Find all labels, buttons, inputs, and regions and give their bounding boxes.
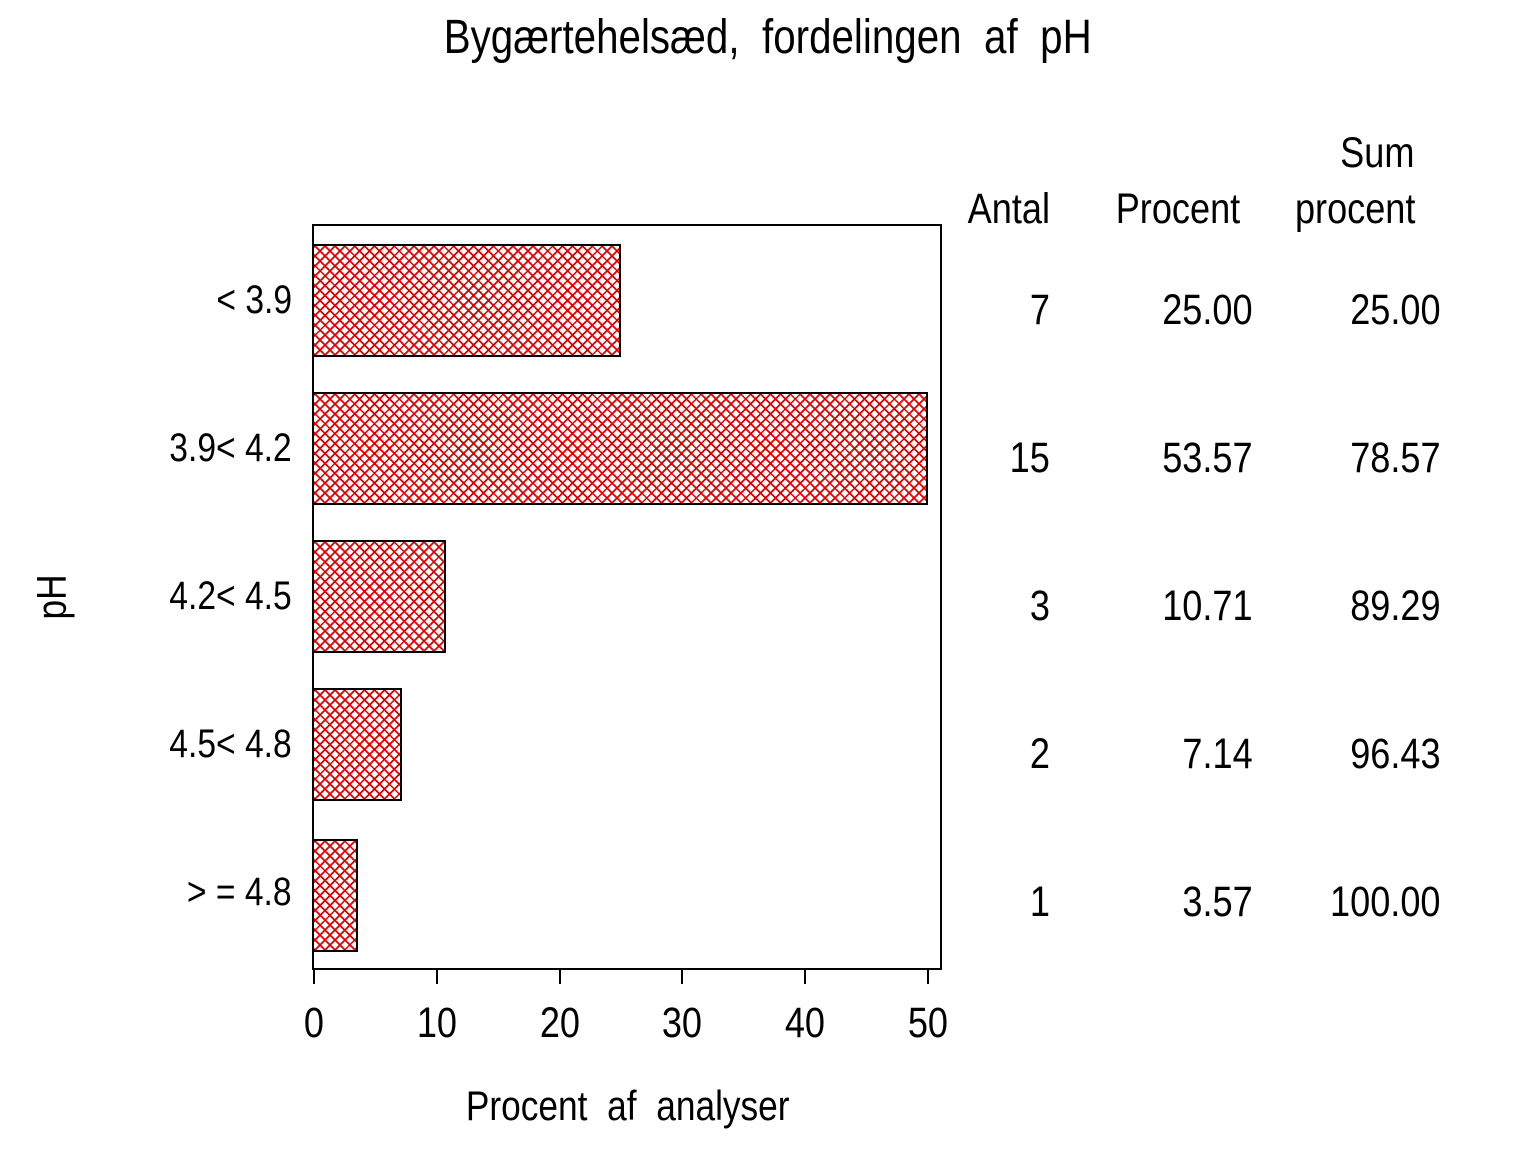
x-tick-30	[681, 969, 683, 984]
antal-value-3: 3	[1029, 582, 1050, 630]
procent-value-4: 7.14	[1182, 730, 1253, 778]
x-tick-label-10: 10	[416, 999, 458, 1047]
chart-title-text: Bygærtehelsæd, fordelingen af pH	[444, 11, 1092, 64]
x-tick-10	[436, 969, 438, 984]
chart-title: Bygærtehelsæd, fordelingen af pH	[0, 12, 1536, 64]
antal-value-2: 15	[1009, 434, 1050, 482]
category-label-5: > = 4.8	[187, 870, 292, 914]
category-label-2: 3.9< 4.2	[169, 426, 292, 470]
category-label-4: 4.5< 4.8	[169, 722, 292, 766]
y-axis-title: pH	[28, 574, 75, 620]
procent-value-5: 3.57	[1182, 878, 1253, 926]
table-header-sum-line1: Sum	[1339, 129, 1414, 177]
category-label-3: 4.2< 4.5	[169, 574, 292, 618]
procent-value-2: 53.57	[1162, 434, 1253, 482]
bar-lt-3-9	[312, 244, 621, 357]
x-tick-20	[559, 969, 561, 984]
sum-value-2: 78.57	[1350, 434, 1441, 482]
table-header-sum-line2: procent	[1294, 185, 1415, 233]
bar-3-9-4-2	[312, 392, 928, 505]
category-label-1: < 3.9	[216, 278, 292, 322]
sum-value-1: 25.00	[1350, 286, 1441, 334]
sum-value-4: 96.43	[1350, 730, 1441, 778]
x-tick-40	[804, 969, 806, 984]
bar-4-5-4-8	[312, 688, 402, 801]
x-tick-label-0: 0	[303, 999, 325, 1047]
x-tick-50	[927, 969, 929, 984]
x-axis-title: Procent af analyser	[466, 1082, 790, 1129]
x-tick-label-20: 20	[539, 999, 581, 1047]
antal-value-1: 7	[1029, 286, 1050, 334]
x-tick-0	[313, 969, 315, 984]
x-tick-label-50: 50	[907, 999, 949, 1047]
procent-value-3: 10.71	[1162, 582, 1253, 630]
antal-value-4: 2	[1029, 730, 1050, 778]
x-tick-label-40: 40	[784, 999, 826, 1047]
procent-value-1: 25.00	[1162, 286, 1253, 334]
x-tick-label-30: 30	[661, 999, 703, 1047]
bar-gte-4-8	[312, 839, 358, 952]
sum-value-3: 89.29	[1350, 582, 1441, 630]
table-header-antal: Antal	[967, 185, 1050, 233]
plot-frame	[312, 224, 942, 970]
bar-4-2-4-5	[312, 540, 446, 653]
antal-value-5: 1	[1029, 878, 1050, 926]
sum-value-5: 100.00	[1330, 878, 1441, 926]
table-header-procent: Procent	[1115, 185, 1240, 233]
